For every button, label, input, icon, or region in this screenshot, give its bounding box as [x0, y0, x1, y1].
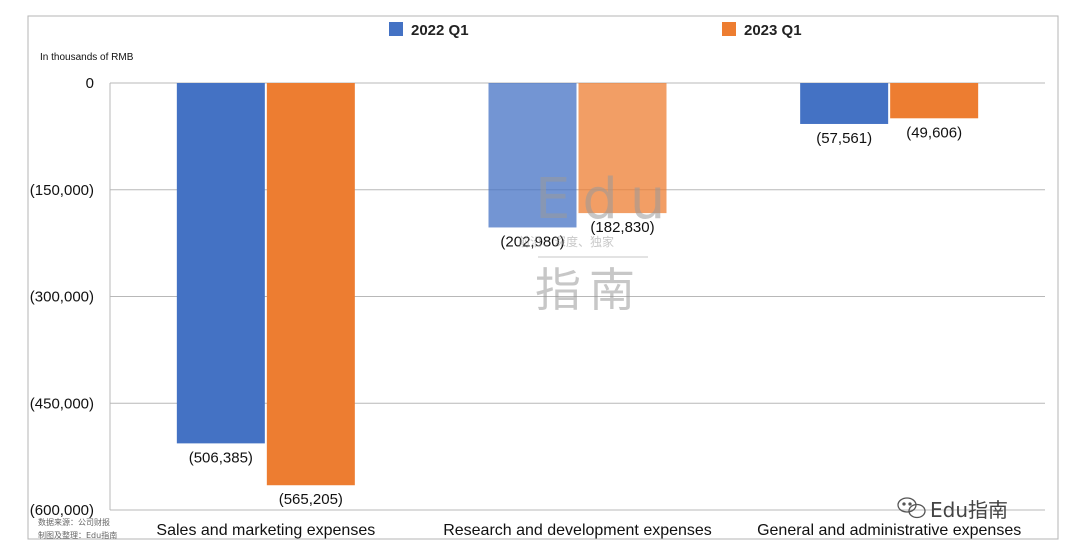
- legend-swatch-2023: [722, 22, 736, 36]
- y-axis-unit-label: In thousands of RMB: [40, 52, 134, 63]
- legend-label-2022: 2022 Q1: [411, 22, 469, 39]
- bar-data-labels: (506,385) (565,205) (202,980) (182,830) (57,…: [189, 124, 962, 508]
- bar-2023-q1: [578, 83, 667, 214]
- y-tick-labels: 0 (150,000) (300,000) (450,000) (600,000): [30, 75, 94, 519]
- watermark: Edu 前沿、深度、独家 指南: [518, 167, 677, 317]
- y-tick-label: (150,000): [30, 182, 94, 199]
- data-label: (57,561): [816, 130, 872, 147]
- brand-mark: Edu指南: [897, 497, 1008, 522]
- y-tick-label: 0: [86, 75, 94, 92]
- bar-2022-q1: [800, 83, 889, 124]
- legend: 2022 Q1 2023 Q1: [389, 22, 802, 39]
- category-label: Sales and marketing expenses: [156, 522, 375, 539]
- data-label: (202,980): [500, 233, 564, 250]
- legend-swatch-2022: [389, 22, 403, 36]
- bar-2022-q1: [176, 83, 265, 444]
- bar-2023-q1: [266, 83, 355, 486]
- source-note-line2: 制图及整理：Edu指南: [38, 530, 117, 540]
- category-label: General and administrative expenses: [757, 522, 1021, 539]
- y-tick-label: (600,000): [30, 502, 94, 519]
- legend-label-2023: 2023 Q1: [744, 22, 802, 39]
- data-label: (182,830): [590, 219, 654, 236]
- y-tick-label: (450,000): [30, 395, 94, 412]
- source-note-line1: 数据来源：公司财报: [38, 517, 110, 527]
- brand-text: Edu指南: [930, 498, 1008, 522]
- y-tick-label: (300,000): [30, 289, 94, 306]
- data-label: (49,606): [906, 124, 962, 141]
- category-label: Research and development expenses: [443, 522, 712, 539]
- data-label: (506,385): [189, 449, 253, 466]
- bar-2022-q1: [488, 83, 577, 228]
- watermark-bottom: 指南: [535, 263, 643, 317]
- watermark-top: Edu: [535, 167, 677, 232]
- wechat-icon: [897, 497, 926, 519]
- watermark-middle: 前沿、深度、独家: [518, 234, 614, 249]
- data-label: (565,205): [279, 491, 343, 508]
- category-labels: Sales and marketing expenses Research and…: [156, 522, 1021, 539]
- bars: [176, 83, 979, 486]
- bar-2023-q1: [890, 83, 979, 119]
- gridlines: [109, 82, 1045, 511]
